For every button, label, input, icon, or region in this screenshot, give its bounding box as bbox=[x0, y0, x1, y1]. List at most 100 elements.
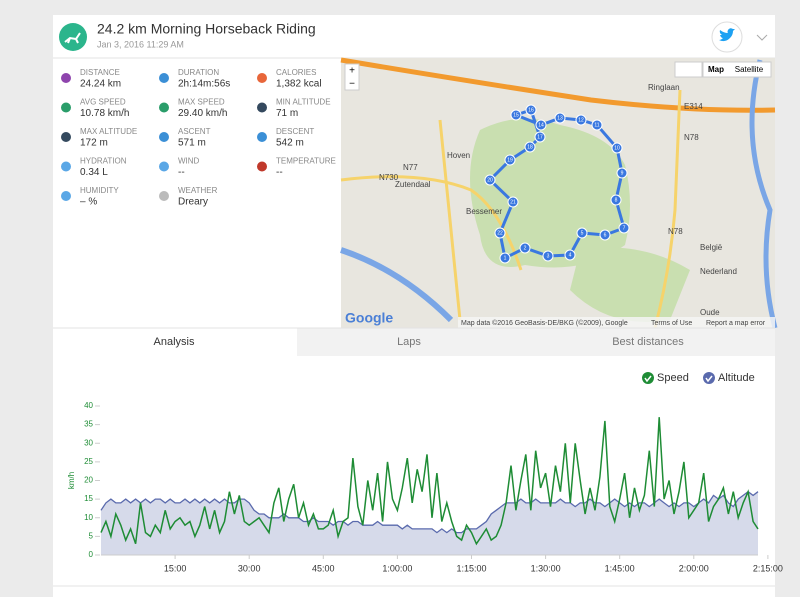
route-marker[interactable] bbox=[519, 242, 531, 254]
stat-label: HYDRATION bbox=[80, 157, 127, 166]
route-marker[interactable] bbox=[534, 131, 546, 143]
stat-label: MAX SPEED bbox=[178, 98, 225, 107]
y-tick-label: 20 bbox=[84, 476, 93, 485]
route-marker[interactable] bbox=[507, 196, 519, 208]
y-tick-label: 10 bbox=[84, 513, 93, 522]
stat-value: 10.78 km/h bbox=[80, 108, 129, 119]
legend-check bbox=[705, 375, 713, 383]
activity-date: Jan 3, 2016 11:29 AM bbox=[97, 39, 184, 49]
motorway bbox=[340, 57, 776, 113]
marker-label: 18 bbox=[527, 144, 533, 150]
activity-title: 24.2 km Morning Horseback Riding bbox=[97, 21, 316, 37]
stat-icon bbox=[159, 161, 169, 172]
stat-label: DURATION bbox=[178, 68, 219, 77]
altitude-line bbox=[100, 490, 759, 534]
route-marker[interactable] bbox=[535, 119, 547, 131]
marker-label: 15 bbox=[513, 112, 519, 118]
route-marker[interactable] bbox=[542, 250, 554, 262]
stat-label: WEATHER bbox=[178, 186, 218, 195]
fullscreen-button[interactable] bbox=[674, 61, 703, 78]
tab-analysis[interactable]: Analysis bbox=[154, 336, 195, 348]
route-marker[interactable] bbox=[524, 141, 536, 153]
place-label: Bessemer bbox=[466, 207, 502, 216]
legend-label[interactable]: Speed bbox=[657, 372, 689, 384]
y-tick-label: 30 bbox=[84, 438, 93, 447]
route-marker[interactable] bbox=[575, 114, 587, 126]
stat-icon bbox=[61, 132, 71, 142]
legend-label[interactable]: Altitude bbox=[718, 372, 755, 384]
route-marker[interactable] bbox=[576, 227, 588, 239]
route-marker[interactable] bbox=[611, 142, 623, 154]
stat-icon bbox=[257, 73, 267, 83]
report-link[interactable]: Report a map error bbox=[706, 320, 766, 327]
stat-icon bbox=[61, 73, 71, 83]
road bbox=[653, 89, 682, 329]
y-tick-label: 25 bbox=[84, 457, 93, 466]
marker-label: 19 bbox=[507, 157, 513, 163]
activity-icon bbox=[59, 23, 87, 51]
stat-value: -- bbox=[276, 167, 283, 178]
marker-label: 4 bbox=[569, 252, 572, 258]
route-marker[interactable] bbox=[504, 154, 516, 166]
canal bbox=[340, 247, 454, 323]
stat-label: TEMPERATURE bbox=[276, 157, 336, 166]
satellite-button[interactable]: Satellite bbox=[735, 65, 764, 74]
map[interactable]: + − Map Satellite Google Map data ©2016 … bbox=[340, 57, 778, 329]
legend-checkbox[interactable] bbox=[642, 372, 654, 384]
x-tick-label: 1:30:00 bbox=[531, 563, 561, 573]
road bbox=[340, 175, 523, 271]
route-marker[interactable] bbox=[591, 119, 603, 131]
stat-value: 2h:14m:56s bbox=[178, 79, 230, 90]
route-marker[interactable] bbox=[499, 252, 511, 264]
terms-link[interactable]: Terms of Use bbox=[651, 320, 692, 327]
route-marker[interactable] bbox=[494, 227, 506, 239]
marker-label: 21 bbox=[510, 199, 516, 205]
zoom-in[interactable]: + bbox=[349, 66, 355, 77]
tab-laps[interactable]: Laps bbox=[397, 336, 421, 348]
route-marker[interactable] bbox=[510, 109, 522, 121]
marker-label: 14 bbox=[538, 122, 544, 128]
place-label: België bbox=[700, 243, 723, 252]
twitter-icon bbox=[719, 28, 735, 42]
stat-value: 1,382 kcal bbox=[276, 79, 322, 90]
chart: km/h 0 5 10 15 20 25 30 35 40 15:00 30:00 45:00 1:00:… bbox=[67, 372, 783, 573]
x-tick-label: 2:15:00 bbox=[753, 563, 783, 573]
legend-checkbox[interactable] bbox=[703, 372, 715, 384]
place-label: E314 bbox=[684, 102, 703, 111]
marker-label: 7 bbox=[623, 225, 626, 231]
route-marker[interactable] bbox=[525, 104, 537, 116]
route-marker[interactable] bbox=[618, 222, 630, 234]
stat-icon bbox=[61, 191, 71, 201]
stat-label: WIND bbox=[178, 157, 200, 166]
route-marker[interactable] bbox=[616, 167, 628, 179]
y-tick-label: 35 bbox=[84, 420, 93, 429]
route-marker[interactable] bbox=[554, 112, 566, 124]
y-tick-label: 15 bbox=[84, 494, 93, 503]
stat-value: 24.24 km bbox=[80, 79, 121, 90]
place-label: N77 bbox=[403, 163, 418, 172]
x-tick-label: 1:00:00 bbox=[382, 563, 412, 573]
river bbox=[749, 59, 778, 329]
expand-chevron[interactable] bbox=[756, 34, 768, 41]
marker-label: 11 bbox=[594, 122, 599, 128]
map-type-control bbox=[702, 61, 772, 78]
route-marker[interactable] bbox=[599, 229, 611, 241]
tab-best-distances[interactable]: Best distances bbox=[612, 336, 684, 348]
route-marker[interactable] bbox=[610, 194, 622, 206]
zoom-out[interactable]: − bbox=[349, 79, 355, 90]
legend-check bbox=[644, 375, 652, 383]
stat-icon bbox=[257, 132, 267, 142]
place-label: Oude bbox=[700, 308, 720, 317]
marker-label: 1 bbox=[504, 255, 507, 261]
marker-label: 2 bbox=[524, 245, 527, 251]
route-marker[interactable] bbox=[564, 249, 576, 261]
route-marker[interactable] bbox=[484, 174, 496, 186]
marker-label: 16 bbox=[528, 107, 534, 113]
place-label: Nederland bbox=[700, 267, 737, 276]
stat-icon bbox=[159, 73, 169, 83]
map-button[interactable]: Map bbox=[708, 65, 724, 74]
zoom-control[interactable] bbox=[344, 63, 360, 91]
map-attribution: Map data ©2016 GeoBasis-DE/BKG (©2009), … bbox=[461, 319, 628, 327]
marker-label: 9 bbox=[621, 170, 624, 176]
